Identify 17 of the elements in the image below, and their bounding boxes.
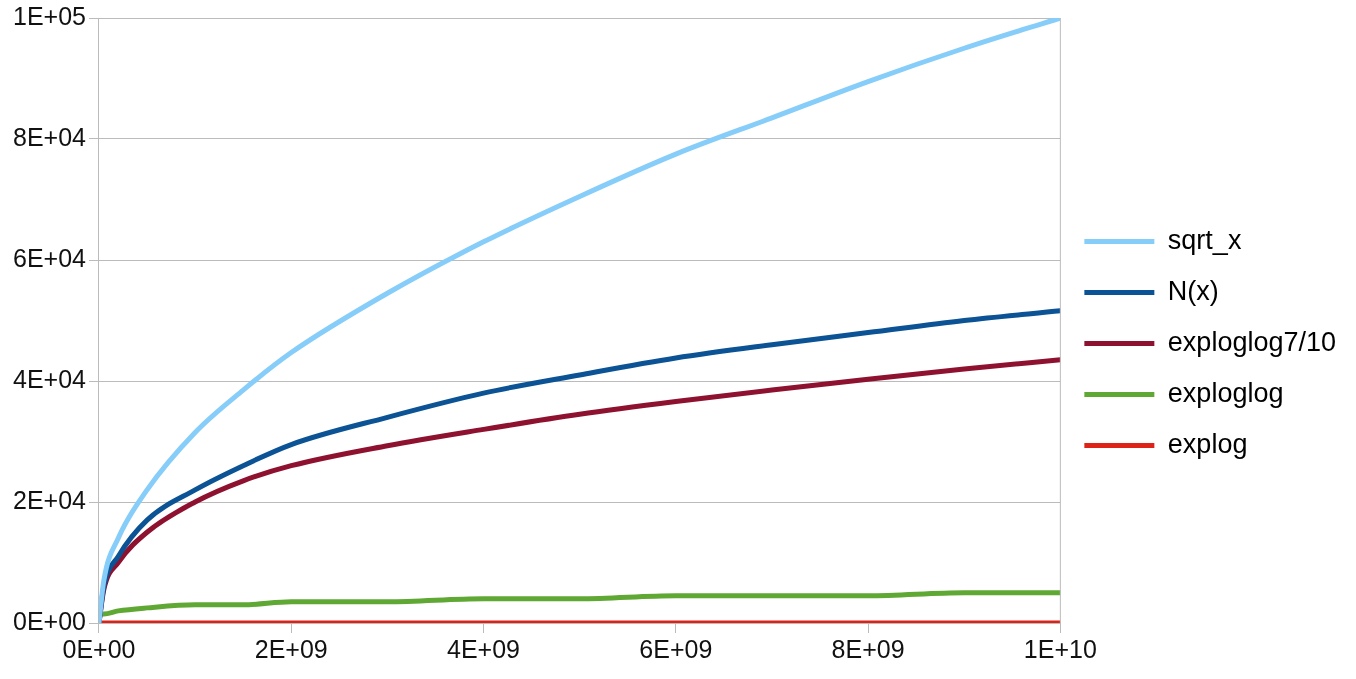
y-tick-label: 2E+04	[12, 485, 87, 514]
y-tick-label: 8E+04	[12, 122, 87, 151]
x-tick-label: 1E+10	[1023, 634, 1097, 663]
y-tick-label: 4E+04	[12, 364, 87, 393]
y-tick-label: 1E+05	[12, 1, 86, 30]
y-tick-label: 0E+00	[12, 606, 86, 635]
y-tick-label: 6E+04	[12, 243, 87, 272]
x-tick-label: 2E+09	[254, 634, 328, 663]
x-tick-label: 8E+09	[831, 634, 905, 663]
x-tick-label: 6E+09	[639, 634, 713, 663]
legend-label: N(x)	[1167, 275, 1219, 306]
legend-label: exploglog	[1167, 377, 1284, 408]
x-tick-label: 0E+00	[62, 634, 136, 663]
x-tick-label: 4E+09	[447, 634, 521, 663]
legend-label: exploglog7/10	[1167, 326, 1337, 357]
legend-label: explog	[1167, 428, 1248, 459]
legend-label: sqrt_x	[1167, 224, 1242, 255]
